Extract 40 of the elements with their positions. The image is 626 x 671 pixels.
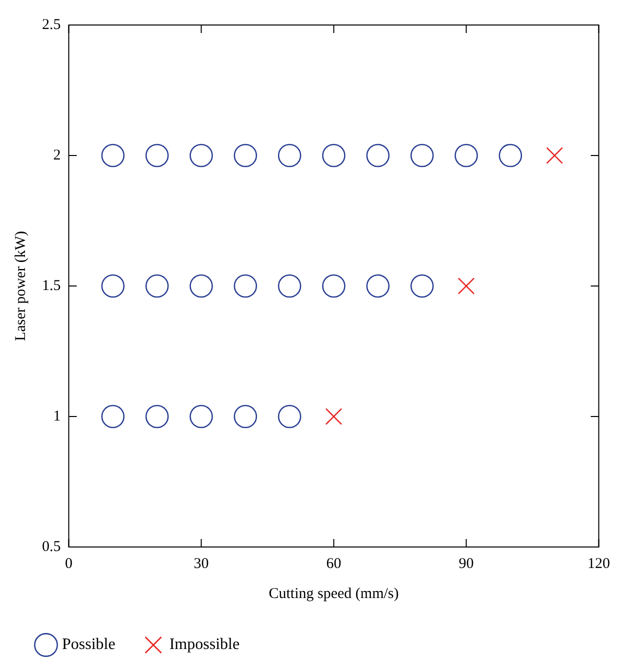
x-axis-title: Cutting speed (mm/s) (268, 586, 399, 602)
point (546, 147, 564, 164)
point (145, 144, 169, 168)
point (366, 144, 390, 168)
x-tick-label: 60 (326, 556, 342, 572)
point (234, 144, 258, 168)
x-tick-label: 30 (194, 556, 209, 572)
point (325, 408, 342, 425)
point (498, 144, 522, 168)
point (101, 144, 125, 168)
point (322, 144, 346, 168)
point (410, 274, 434, 298)
point (454, 144, 478, 168)
x-tick-label: 90 (458, 556, 474, 572)
point (366, 274, 390, 298)
x-tick-label: 0 (65, 556, 72, 572)
y-axis-title: Laser power (kW) (12, 231, 29, 341)
y-tick-label: 1.5 (42, 278, 61, 294)
y-tick-label: 0.5 (42, 538, 61, 555)
y-tick-label: 1 (53, 408, 61, 424)
point (234, 274, 258, 298)
point (190, 274, 213, 298)
point (101, 404, 125, 428)
point (101, 274, 125, 298)
point (410, 144, 434, 168)
point (234, 404, 258, 428)
point (322, 274, 346, 298)
y-tick-label: 2 (53, 147, 61, 164)
point (145, 404, 169, 428)
point (278, 404, 302, 428)
y-tick-label: 2.5 (42, 16, 61, 33)
point (278, 144, 302, 168)
legend-label: Possible (62, 636, 116, 654)
point (190, 144, 213, 168)
point (145, 274, 169, 298)
legend-label: Impossible (169, 636, 240, 654)
point (190, 404, 213, 428)
point (278, 274, 302, 298)
x-tick-label: 120 (588, 556, 610, 572)
point (458, 278, 475, 294)
